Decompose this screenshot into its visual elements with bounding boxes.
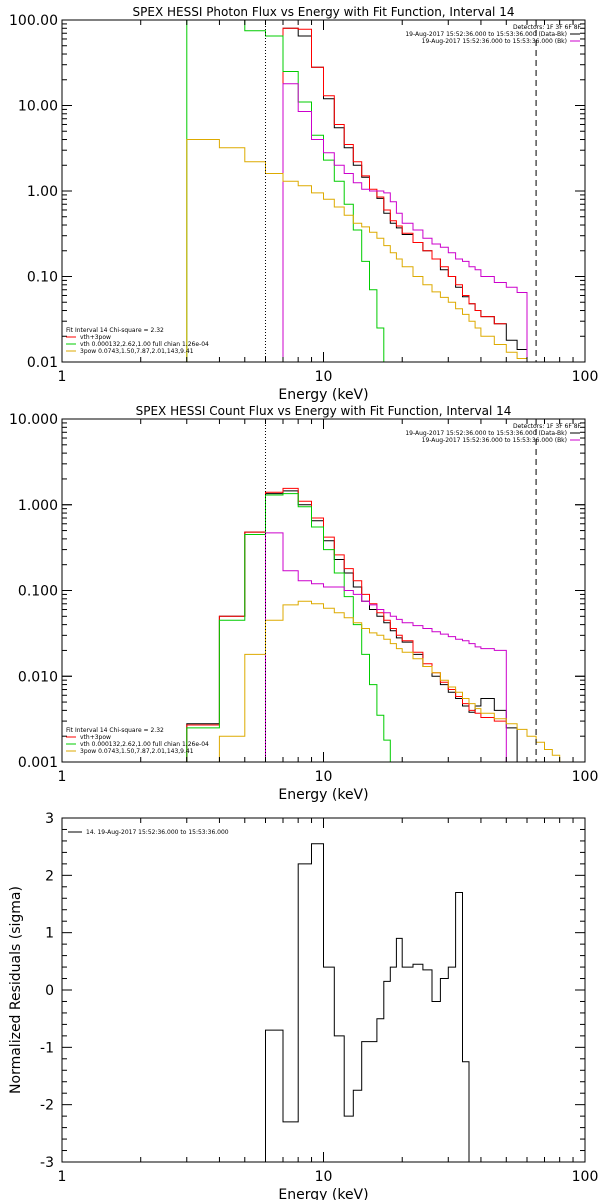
series-red-line [186,487,507,762]
x-axis-label: Energy (keV) [278,1187,368,1200]
x-tick-label: 10 [315,369,333,385]
series-magenta-line [282,83,537,362]
series-green-line [186,493,397,762]
x-tick-label: 1 [58,1169,67,1185]
legend-right-text: 19-Aug-2017 15:52:36.000 to 15:53:36.000… [422,38,567,45]
y-axis-label: Normalized Residuals (sigma) [8,886,24,1094]
x-tick-label: 1 [58,769,67,785]
y-tick-label: 0.001 [18,755,58,771]
x-tick-label: 100 [572,369,599,385]
legend-right-text: 19-Aug-2017 15:52:36.000 to 15:53:36.000… [405,31,567,38]
legend-detectors: Detectors: 1F 3F 6F 8F [513,24,582,31]
legend-detectors: Detectors: 1F 3F 6F 8F [513,423,582,430]
legend-left-text: vth 0.000132,2.62,1.00 full chian 1.26e-… [80,741,209,748]
legend-left-text: 3pow 0.0743,1.50,7.87,2.01,143,9.41 [80,748,194,755]
series-yellow-line [186,139,560,362]
series-black-line [186,490,527,762]
legend-fit-text: Fit Interval 14 Chi-square = 2.32 [66,327,164,334]
legend-right-text: 19-Aug-2017 15:52:36.000 to 15:53:36.000… [405,430,567,437]
legend-left-text: vth+3pow [80,334,111,341]
x-axis-label: Energy (keV) [278,787,368,803]
legend-fit-text: Fit Interval 14 Chi-square = 2.32 [66,727,164,734]
y-tick-label: 1 [45,926,54,942]
y-tick-label: 0 [45,983,54,999]
x-tick-label: 100 [572,1169,599,1185]
x-axis-label: Energy (keV) [278,387,368,403]
y-tick-label: 1.00 [27,184,58,200]
series-black-line [282,27,537,362]
legend-text: 14. 19-Aug-2017 15:52:36.000 to 15:53:36… [86,829,229,836]
y-tick-label: 0.01 [27,355,58,371]
chart-title: SPEX HESSI Photon Flux vs Energy with Fi… [133,5,515,19]
y-tick-label: 2 [45,868,54,884]
y-tick-label: 1.000 [18,498,58,514]
x-tick-label: 100 [572,769,599,785]
chart-title: SPEX HESSI Count Flux vs Energy with Fit… [136,404,512,418]
y-tick-label: 0.10 [27,270,58,286]
legend-left-text: 3pow 0.0743,1.50,7.87,2.01,143,9.41 [80,348,194,355]
y-tick-label: 0.010 [18,669,58,685]
series-black-line [265,843,470,1162]
y-tick-label: -2 [40,1098,54,1114]
series-green-line [186,20,391,362]
y-tick-label: 0.100 [18,584,58,600]
y-tick-label: 10.000 [9,412,58,428]
series-red-line [282,27,507,362]
y-tick-label: 10.00 [18,99,58,115]
legend-left-text: vth+3pow [80,734,111,741]
y-tick-label: -3 [40,1155,54,1171]
series-magenta-line [265,532,518,762]
y-tick-label: -1 [40,1040,54,1056]
legend-right-text: 19-Aug-2017 15:52:36.000 to 15:53:36.000… [422,437,567,444]
x-tick-label: 10 [315,769,333,785]
x-tick-label: 1 [58,369,67,385]
x-tick-label: 10 [315,1169,333,1185]
series-yellow-line [218,600,573,762]
y-tick-label: 100.00 [9,13,58,29]
y-tick-label: 3 [45,811,54,827]
legend-left-text: vth 0.000132,2.62,1.00 full chian 1.26e-… [80,341,209,348]
